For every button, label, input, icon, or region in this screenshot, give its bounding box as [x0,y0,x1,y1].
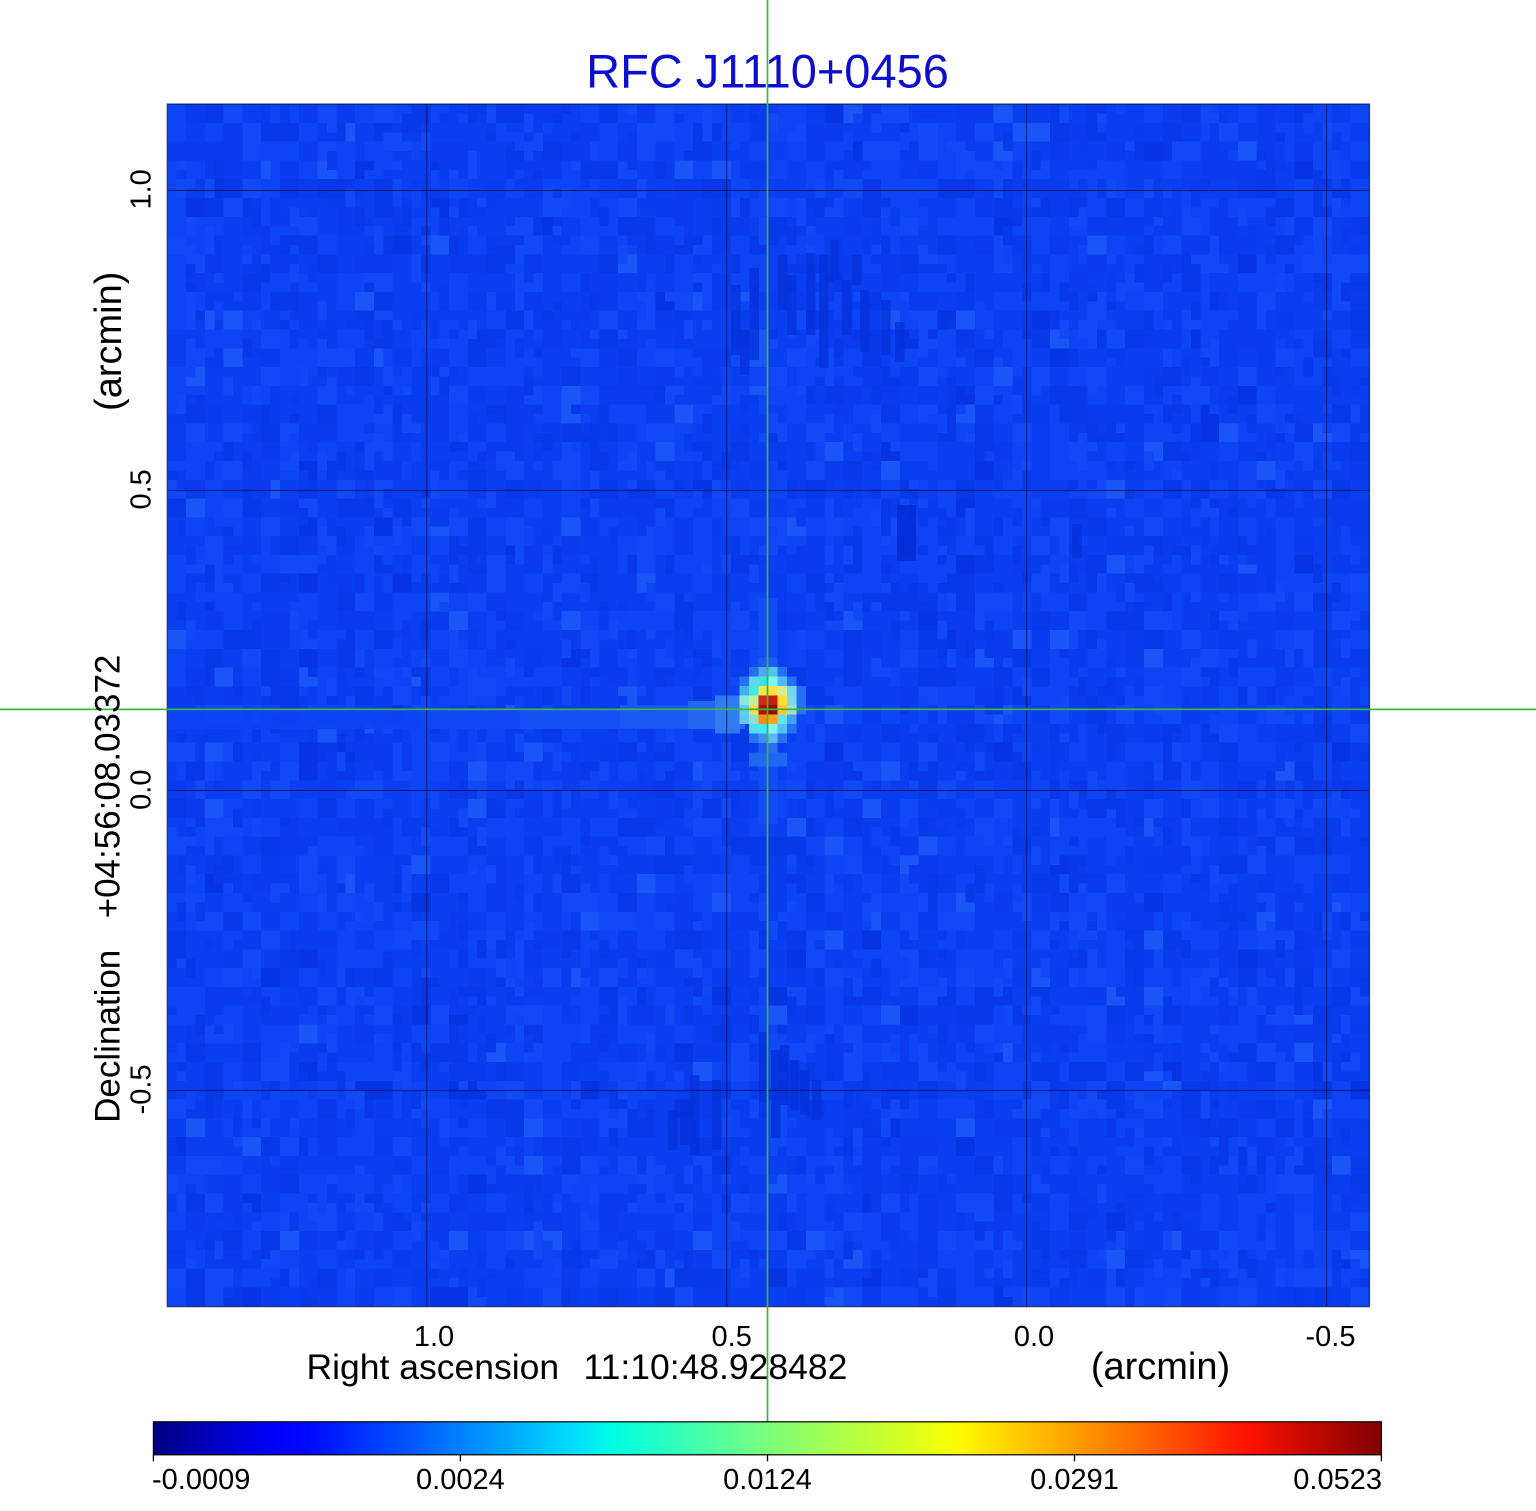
svg-text:1.0: 1.0 [126,169,158,209]
svg-text:(arcmin): (arcmin) [1091,1346,1230,1388]
svg-text:+04:56:08.03372: +04:56:08.03372 [89,655,128,919]
svg-text:-0.0009: -0.0009 [152,1464,250,1496]
svg-text:0.0124: 0.0124 [723,1464,812,1496]
svg-text:1.0: 1.0 [414,1321,454,1353]
svg-text:0.0523: 0.0523 [1293,1464,1382,1496]
svg-text:0.0024: 0.0024 [416,1464,505,1496]
svg-text:Right ascension: Right ascension [307,1347,560,1387]
svg-text:RFC J1110+0456: RFC J1110+0456 [586,45,949,98]
svg-text:Declination: Declination [89,950,128,1123]
svg-text:0.0291: 0.0291 [1030,1464,1119,1496]
svg-text:11:10:48.928482: 11:10:48.928482 [584,1347,848,1387]
svg-text:0.0: 0.0 [126,770,158,810]
svg-text:0.5: 0.5 [712,1321,752,1353]
svg-text:0.5: 0.5 [126,469,158,509]
svg-text:-0.5: -0.5 [1306,1321,1356,1353]
svg-text:-0.5: -0.5 [126,1064,158,1114]
svg-text:0.0: 0.0 [1014,1321,1054,1353]
svg-text:(arcmin): (arcmin) [88,272,130,411]
